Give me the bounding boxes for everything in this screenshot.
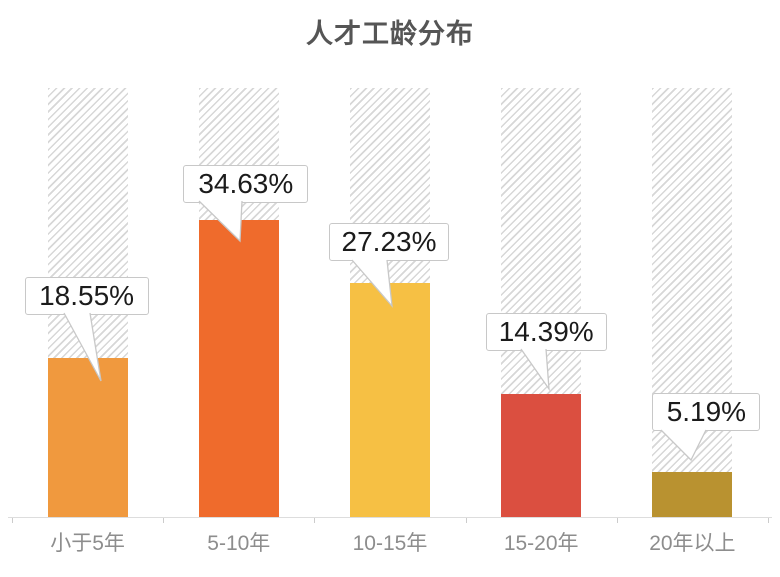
data-label-text: 34.63% xyxy=(198,167,294,199)
x-axis-label-3: 15-20年 xyxy=(503,532,579,555)
data-label-callout: 34.63% xyxy=(183,164,309,243)
x-axis-tick xyxy=(465,517,467,523)
x-axis-tick xyxy=(314,517,316,523)
bar xyxy=(350,283,430,517)
bar xyxy=(501,393,582,517)
callout-tail xyxy=(660,429,707,462)
callout-tail xyxy=(198,200,243,243)
callout-tail xyxy=(63,313,102,382)
x-axis-tick xyxy=(768,517,769,523)
data-label-text: 18.55% xyxy=(39,279,135,311)
callout-tail xyxy=(520,348,550,392)
data-label-text: 14.39% xyxy=(498,315,594,347)
data-label-callout: 18.55% xyxy=(24,276,149,382)
x-axis-tick xyxy=(616,517,618,523)
x-axis-label-0: 小于5年 xyxy=(50,532,125,555)
x-axis-tick xyxy=(163,517,165,523)
x-axis-label-2: 10-15年 xyxy=(352,532,428,555)
chart-title: 人才工龄分布 xyxy=(306,19,474,49)
x-axis-label-1: 5-10年 xyxy=(207,532,271,555)
data-label-text: 5.19% xyxy=(666,396,747,428)
callout-tail xyxy=(351,259,393,308)
x-axis-label-4: 20年以上 xyxy=(649,532,736,555)
bar xyxy=(198,219,279,517)
data-label-callout: 5.19% xyxy=(652,393,761,462)
bar xyxy=(47,357,128,517)
data-label-callout: 27.23% xyxy=(329,223,449,308)
x-axis-line xyxy=(8,517,772,518)
x-axis-tick xyxy=(12,517,13,523)
bar xyxy=(652,472,733,517)
data-label-callout: 14.39% xyxy=(485,312,607,392)
data-label-text: 27.23% xyxy=(341,226,437,258)
